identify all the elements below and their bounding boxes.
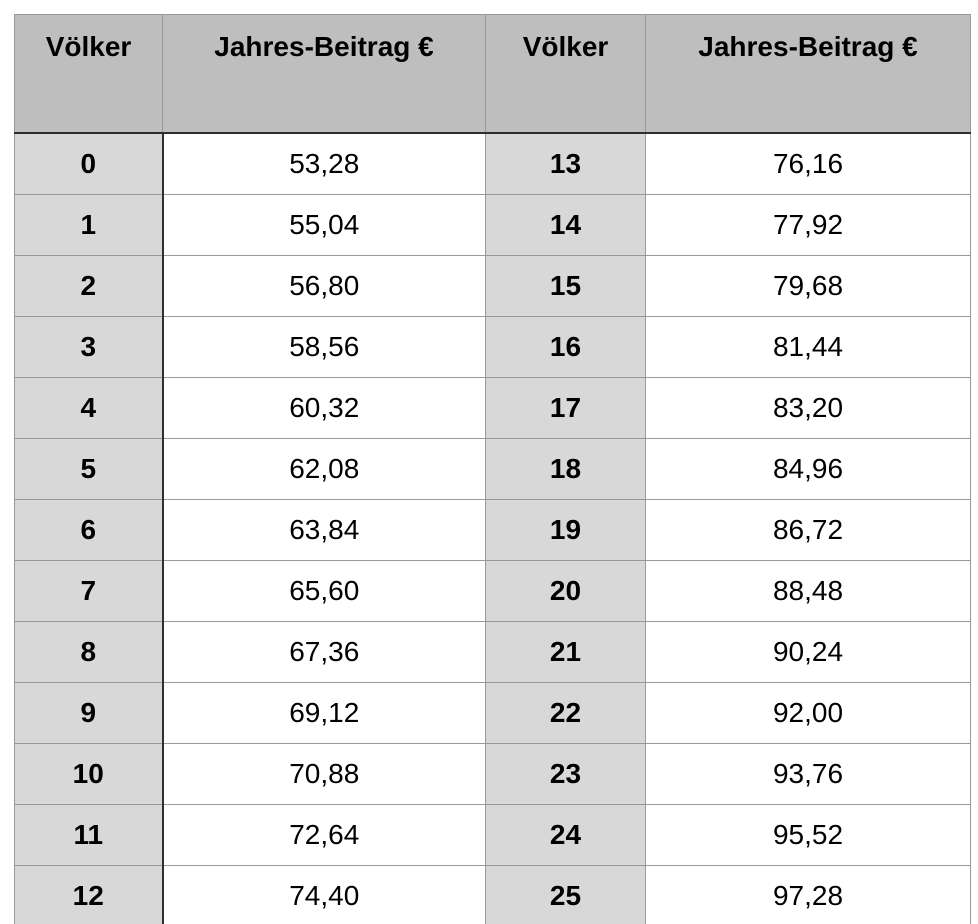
beitrag-left-cell: 65,60 bbox=[161, 559, 486, 622]
table-row: 6 63,84 19 86,72 bbox=[14, 498, 971, 561]
beitrag-left-cell: 58,56 bbox=[161, 315, 486, 378]
beitrag-right-cell: 95,52 bbox=[645, 803, 971, 866]
voelker-left-cell: 7 bbox=[14, 559, 163, 622]
beitrag-table: Völker Jahres-Beitrag € Völker Jahres-Be… bbox=[14, 14, 971, 924]
header-beitrag-left: Jahres-Beitrag € bbox=[162, 14, 486, 134]
table-row: 12 74,40 25 97,28 bbox=[14, 864, 971, 924]
beitrag-left-cell: 56,80 bbox=[161, 254, 486, 317]
beitrag-left-cell: 67,36 bbox=[161, 620, 486, 683]
table-row: 0 53,28 13 76,16 bbox=[14, 132, 971, 195]
voelker-right-cell: 19 bbox=[485, 498, 646, 561]
table-row: 11 72,64 24 95,52 bbox=[14, 803, 971, 866]
beitrag-right-cell: 93,76 bbox=[645, 742, 971, 805]
beitrag-right-cell: 76,16 bbox=[645, 132, 971, 195]
beitrag-right-cell: 83,20 bbox=[645, 376, 971, 439]
voelker-right-cell: 14 bbox=[485, 193, 646, 256]
voelker-right-cell: 13 bbox=[485, 132, 646, 195]
voelker-right-cell: 17 bbox=[485, 376, 646, 439]
header-voelker-right: Völker bbox=[485, 14, 646, 134]
voelker-left-cell: 11 bbox=[14, 803, 163, 866]
voelker-right-cell: 18 bbox=[485, 437, 646, 500]
voelker-right-cell: 22 bbox=[485, 681, 646, 744]
beitrag-right-cell: 84,96 bbox=[645, 437, 971, 500]
beitrag-right-cell: 86,72 bbox=[645, 498, 971, 561]
table-row: 7 65,60 20 88,48 bbox=[14, 559, 971, 622]
beitrag-right-cell: 79,68 bbox=[645, 254, 971, 317]
beitrag-left-cell: 55,04 bbox=[161, 193, 486, 256]
header-beitrag-right: Jahres-Beitrag € bbox=[645, 14, 971, 134]
voelker-right-cell: 16 bbox=[485, 315, 646, 378]
voelker-left-cell: 1 bbox=[14, 193, 163, 256]
table-body: 0 53,28 13 76,16 1 55,04 14 77,92 2 56,80 15 79,68 3… bbox=[14, 132, 971, 924]
voelker-left-cell: 12 bbox=[14, 864, 163, 924]
voelker-left-cell: 0 bbox=[14, 132, 163, 195]
beitrag-left-cell: 60,32 bbox=[161, 376, 486, 439]
voelker-left-cell: 2 bbox=[14, 254, 163, 317]
voelker-left-cell: 5 bbox=[14, 437, 163, 500]
voelker-right-cell: 15 bbox=[485, 254, 646, 317]
table-row: 8 67,36 21 90,24 bbox=[14, 620, 971, 683]
beitrag-left-cell: 69,12 bbox=[161, 681, 486, 744]
beitrag-left-cell: 74,40 bbox=[161, 864, 486, 924]
voelker-left-cell: 8 bbox=[14, 620, 163, 683]
table-row: 3 58,56 16 81,44 bbox=[14, 315, 971, 378]
header-voelker-left: Völker bbox=[14, 14, 163, 134]
table-row: 10 70,88 23 93,76 bbox=[14, 742, 971, 805]
voelker-left-cell: 10 bbox=[14, 742, 163, 805]
voelker-right-cell: 25 bbox=[485, 864, 646, 924]
beitrag-right-cell: 88,48 bbox=[645, 559, 971, 622]
voelker-left-cell: 3 bbox=[14, 315, 163, 378]
table-row: 2 56,80 15 79,68 bbox=[14, 254, 971, 317]
beitrag-right-cell: 92,00 bbox=[645, 681, 971, 744]
table-row: 9 69,12 22 92,00 bbox=[14, 681, 971, 744]
voelker-left-cell: 9 bbox=[14, 681, 163, 744]
beitrag-left-cell: 53,28 bbox=[161, 132, 486, 195]
beitrag-right-cell: 77,92 bbox=[645, 193, 971, 256]
beitrag-left-cell: 70,88 bbox=[161, 742, 486, 805]
header-row: Völker Jahres-Beitrag € Völker Jahres-Be… bbox=[14, 14, 971, 134]
voelker-right-cell: 21 bbox=[485, 620, 646, 683]
voelker-right-cell: 20 bbox=[485, 559, 646, 622]
table-row: 5 62,08 18 84,96 bbox=[14, 437, 971, 500]
beitrag-left-cell: 72,64 bbox=[161, 803, 486, 866]
beitrag-right-cell: 90,24 bbox=[645, 620, 971, 683]
voelker-left-cell: 6 bbox=[14, 498, 163, 561]
beitrag-left-cell: 63,84 bbox=[161, 498, 486, 561]
beitrag-left-cell: 62,08 bbox=[161, 437, 486, 500]
beitrag-right-cell: 81,44 bbox=[645, 315, 971, 378]
voelker-left-cell: 4 bbox=[14, 376, 163, 439]
beitrag-right-cell: 97,28 bbox=[645, 864, 971, 924]
table-row: 4 60,32 17 83,20 bbox=[14, 376, 971, 439]
table-row: 1 55,04 14 77,92 bbox=[14, 193, 971, 256]
voelker-right-cell: 24 bbox=[485, 803, 646, 866]
voelker-right-cell: 23 bbox=[485, 742, 646, 805]
